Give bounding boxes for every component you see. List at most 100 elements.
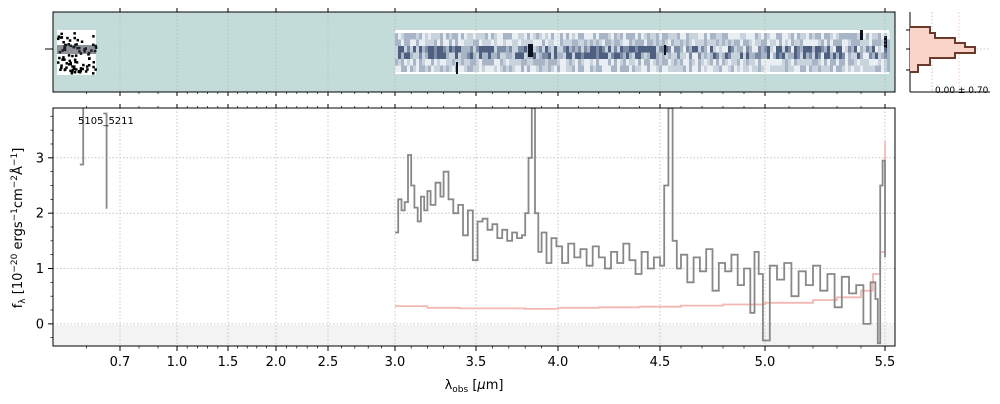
trace-pixel bbox=[68, 39, 72, 42]
trace-pixel bbox=[488, 52, 491, 59]
trace-pixel bbox=[887, 65, 890, 72]
trace-pixel bbox=[578, 39, 581, 46]
trace-pixel bbox=[485, 52, 488, 59]
trace-pixel bbox=[554, 46, 557, 53]
trace-pixel bbox=[587, 52, 590, 59]
trace-pixel bbox=[590, 46, 593, 53]
trace-pixel bbox=[821, 52, 824, 59]
trace-pixel bbox=[422, 46, 425, 53]
trace-pixel bbox=[860, 59, 863, 66]
trace-pixel bbox=[590, 65, 593, 72]
spectrum-1d-panel: 0.7 1.0 1.5 2.0 2.5 3.0 3.5 4.0 4.5 5.0 5.5 0 1 2 3 5… bbox=[10, 104, 896, 395]
trace-pixel bbox=[64, 68, 67, 71]
trace-pixel bbox=[92, 35, 95, 38]
trace-pixel bbox=[569, 46, 572, 53]
trace-pixel bbox=[494, 33, 497, 40]
trace-pixel bbox=[749, 46, 752, 53]
trace-pixel bbox=[638, 65, 641, 72]
trace-pixel bbox=[650, 65, 653, 72]
trace-pixel bbox=[440, 33, 443, 40]
trace-pixel bbox=[497, 46, 500, 53]
trace-pixel bbox=[401, 33, 404, 40]
trace-pixel bbox=[743, 39, 746, 46]
trace-pixel bbox=[425, 39, 428, 46]
trace-pixel bbox=[605, 33, 608, 40]
trace-pixel bbox=[728, 59, 731, 66]
trace-pixel bbox=[500, 33, 503, 40]
trace-pixel bbox=[545, 59, 548, 66]
trace-pixel bbox=[800, 65, 803, 72]
trace-pixel bbox=[797, 39, 800, 46]
trace-pixel bbox=[413, 39, 416, 46]
profile-inset: 0.00 ± 0.70 bbox=[906, 12, 990, 96]
trace-pixel bbox=[731, 46, 734, 53]
trace-pixel bbox=[860, 65, 863, 72]
trace-pixel bbox=[686, 59, 689, 66]
trace-pixel bbox=[530, 59, 533, 66]
trace-pixel bbox=[803, 59, 806, 66]
trace-pixel bbox=[584, 65, 587, 72]
trace-pixel bbox=[560, 52, 563, 59]
trace-pixel bbox=[425, 65, 428, 72]
trace-pixel bbox=[503, 65, 506, 72]
trace-pixel bbox=[509, 39, 512, 46]
trace-pixel bbox=[437, 46, 440, 53]
trace-pixel bbox=[680, 52, 683, 59]
trace-pixel bbox=[617, 46, 620, 53]
trace-pixel bbox=[839, 39, 842, 46]
trace-pixel bbox=[542, 46, 545, 53]
trace-pixel bbox=[653, 59, 656, 66]
trace-pixel bbox=[740, 33, 743, 40]
trace-pixel bbox=[698, 33, 701, 40]
trace-pixel bbox=[845, 39, 848, 46]
trace-pixel bbox=[536, 33, 539, 40]
trace-pixel bbox=[683, 59, 686, 66]
trace-pixel bbox=[716, 39, 719, 46]
x-tick-label: 4.0 bbox=[548, 355, 569, 370]
trace-pixel bbox=[395, 65, 398, 72]
y-axis-ticks: 0 1 2 3 bbox=[36, 115, 53, 339]
trace-pixel bbox=[653, 52, 656, 59]
trace-pixel bbox=[806, 39, 809, 46]
trace-pixel bbox=[719, 59, 722, 66]
trace-pixel bbox=[488, 65, 491, 72]
trace-feature bbox=[860, 30, 863, 40]
trace-pixel bbox=[467, 52, 470, 59]
trace-pixel bbox=[575, 39, 578, 46]
trace-pixel bbox=[398, 65, 401, 72]
trace-pixel bbox=[593, 33, 596, 40]
trace-pixel bbox=[407, 46, 410, 53]
trace-pixel bbox=[758, 59, 761, 66]
trace-pixel bbox=[485, 65, 488, 72]
trace-pixel bbox=[818, 52, 821, 59]
trace-pixel bbox=[518, 33, 521, 40]
trace-pixel bbox=[563, 46, 566, 53]
trace-pixel bbox=[755, 52, 758, 59]
trace-pixel bbox=[560, 46, 563, 53]
trace-pixel bbox=[485, 39, 488, 46]
trace-pixel bbox=[872, 65, 875, 72]
trace-pixel bbox=[671, 65, 674, 72]
trace-pixel bbox=[839, 65, 842, 72]
trace-pixel bbox=[701, 39, 704, 46]
trace-pixel bbox=[545, 39, 548, 46]
trace-pixel bbox=[443, 65, 446, 72]
trace-pixel bbox=[848, 46, 851, 53]
trace-pixel bbox=[878, 52, 881, 59]
trace-pixel bbox=[479, 33, 482, 40]
trace-pixel bbox=[461, 46, 464, 53]
trace-pixel bbox=[500, 59, 503, 66]
trace-pixel bbox=[833, 46, 836, 53]
trace-pixel bbox=[470, 39, 473, 46]
trace-pixel bbox=[806, 65, 809, 72]
trace-pixel bbox=[590, 33, 593, 40]
trace-pixel bbox=[425, 52, 428, 59]
trace-pixel bbox=[479, 65, 482, 72]
trace-pixel bbox=[566, 33, 569, 40]
trace-pixel bbox=[428, 65, 431, 72]
trace-pixel bbox=[524, 59, 527, 66]
trace-pixel bbox=[88, 57, 91, 60]
trace-pixel bbox=[671, 59, 674, 66]
trace-pixel bbox=[581, 59, 584, 66]
